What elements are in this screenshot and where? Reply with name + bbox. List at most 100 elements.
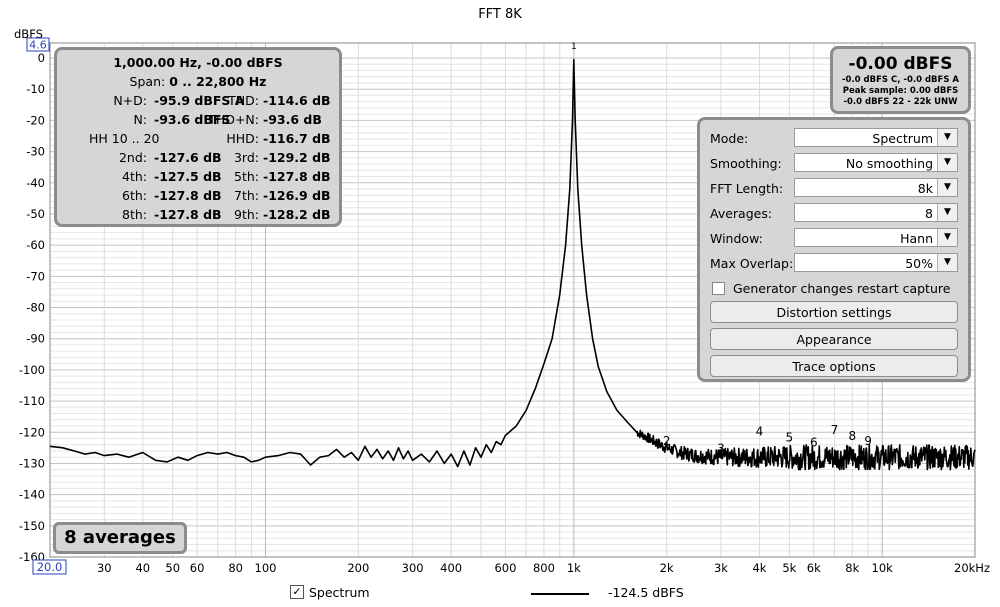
peak-sample-level: Peak sample: 0.00 dBFS (842, 86, 959, 96)
measurement-label: 7th: (234, 188, 259, 203)
chevron-down-icon[interactable]: ▼ (937, 154, 957, 171)
settings-panel: Mode: Spectrum ▼ Smoothing: No smoothing ▼ FFT… (697, 117, 971, 382)
y-tick-label: -130 (19, 456, 45, 470)
x-tick-label: 4k (752, 561, 766, 575)
span-label: Span: (129, 74, 166, 89)
setting-dropdown[interactable]: 8k ▼ (794, 178, 958, 197)
measurement-row: 2nd: -127.6 dB 3rd: -129.2 dB (57, 148, 339, 167)
y-tick-label: -100 (19, 363, 45, 377)
setting-label: Smoothing: (710, 156, 782, 171)
peak-weighted-levels: -0.0 dBFS C, -0.0 dBFS A (842, 75, 959, 85)
measurement-value: -95.9 dBFS A (154, 93, 245, 108)
measurement-row: N+D: -95.9 dBFS A THD: -114.6 dB (57, 91, 339, 110)
x-tick-label: 800 (533, 561, 555, 575)
setting-row: Smoothing: No smoothing ▼ (710, 153, 962, 174)
y-axis-ticks: 0 -10 -20 -30 -40 -50 -60 -70 -80 -90 -100 -110 -120… (19, 51, 45, 564)
fundamental-readout: 1,000.00 Hz, -0.00 dBFS (113, 55, 283, 70)
y-tick-label: -30 (26, 145, 45, 159)
setting-label: Max Overlap: (710, 256, 794, 271)
setting-row: FFT Length: 8k ▼ (710, 178, 962, 199)
x-tick-label: 5k (782, 561, 796, 575)
measurement-label: 8th: (122, 207, 147, 222)
averages-indicator: 8 averages (53, 522, 187, 554)
y-top-value: 4.6 (29, 39, 47, 52)
measurement-value: -114.6 dB (263, 93, 331, 108)
setting-dropdown[interactable]: Spectrum ▼ (794, 128, 958, 147)
setting-value: No smoothing (845, 156, 933, 171)
harmonic-marker-1: 1 (571, 42, 577, 52)
harmonic-marker-2: 2 (663, 434, 671, 448)
setting-value: 8k (917, 181, 933, 196)
harmonic-marker-7: 7 (831, 423, 839, 437)
chevron-down-icon[interactable]: ▼ (937, 179, 957, 196)
measurement-label: THD: (228, 93, 259, 108)
x-tick-label: 20kHz (954, 561, 990, 575)
x-tick-label: 6k (807, 561, 821, 575)
peak-level-panel[interactable]: -0.00 dBFS -0.0 dBFS C, -0.0 dBFS A Peak… (830, 46, 971, 114)
measurement-value: -93.6 dBFS (154, 112, 231, 127)
y-tick-label: -90 (26, 332, 45, 346)
plot-frame (49, 42, 976, 558)
chart-title: FFT 8K (478, 7, 522, 22)
measurement-label: 4th: (122, 169, 147, 184)
y-tick-label: -20 (26, 113, 45, 127)
y-tick-label: -60 (26, 238, 45, 252)
measurement-row: 6th: -127.8 dB 7th: -126.9 dB (57, 186, 339, 205)
restart-capture-checkbox[interactable] (712, 282, 725, 295)
x-tick-label: 400 (440, 561, 462, 575)
distortion-settings-button[interactable]: Distortion settings (710, 301, 958, 323)
setting-dropdown[interactable]: No smoothing ▼ (794, 153, 958, 172)
measurement-label: HHD: (226, 131, 259, 146)
measurement-label: N+D: (113, 93, 147, 108)
harmonic-marker-4: 4 (756, 424, 764, 438)
x-start-value-box[interactable]: 20.0 (32, 559, 67, 575)
x-tick-label: 3k (714, 561, 728, 575)
legend-line-swatch (531, 593, 589, 595)
setting-dropdown[interactable]: Hann ▼ (794, 228, 958, 247)
x-tick-label: 600 (494, 561, 516, 575)
setting-row: Averages: 8 ▼ (710, 203, 962, 224)
peak-level-value: -0.00 dBFS (848, 54, 953, 74)
restart-capture-option[interactable]: Generator changes restart capture (712, 280, 964, 298)
setting-row: Mode: Spectrum ▼ (710, 128, 962, 149)
appearance-button[interactable]: Appearance (710, 328, 958, 350)
x-tick-label: 80 (228, 561, 243, 575)
chevron-down-icon[interactable]: ▼ (937, 229, 957, 246)
measurement-row: 4th: -127.5 dB 5th: -127.8 dB (57, 167, 339, 186)
setting-dropdown[interactable]: 8 ▼ (794, 203, 958, 222)
trace-options-button[interactable]: Trace options (710, 355, 958, 377)
measurement-value: -116.7 dB (263, 131, 331, 146)
setting-value: 8 (925, 206, 933, 221)
chevron-down-icon[interactable]: ▼ (937, 204, 957, 221)
chevron-down-icon[interactable]: ▼ (937, 129, 957, 146)
measurement-row: HH 10 .. 20 HHD: -116.7 dB (57, 129, 339, 148)
x-tick-label: 300 (402, 561, 424, 575)
setting-value: Hann (900, 231, 933, 246)
measurements-panel[interactable]: 1,000.00 Hz, -0.00 dBFS Span: 0 .. 22,80… (54, 47, 342, 227)
x-tick-label: 200 (347, 561, 369, 575)
setting-dropdown[interactable]: 50% ▼ (794, 253, 958, 272)
y-tick-label: -150 (19, 519, 45, 533)
measurement-value: -127.6 dB (154, 150, 222, 165)
x-tick-label: 40 (135, 561, 150, 575)
span-readout: Span: 0 .. 22,800 Hz (57, 72, 339, 91)
spectrum-trace (49, 58, 976, 471)
setting-label: Averages: (710, 206, 773, 221)
y-tick-label: -40 (26, 176, 45, 190)
setting-label: Window: (710, 231, 763, 246)
y-tick-label: -110 (19, 394, 45, 408)
measurement-value: -129.2 dB (263, 150, 331, 165)
measurement-label: 6th: (122, 188, 147, 203)
x-tick-label: 8k (845, 561, 859, 575)
y-tick-label: -70 (26, 269, 45, 283)
restart-capture-label: Generator changes restart capture (733, 281, 951, 296)
y-top-value-box[interactable]: 4.6 (26, 37, 50, 52)
y-tick-label: 0 (38, 51, 45, 65)
harmonic-marker-6: 6 (810, 435, 818, 449)
spectrum-visibility-checkbox[interactable]: ✓ (290, 585, 304, 599)
measurement-value: -127.8 dB (154, 207, 222, 222)
legend-series-name: Spectrum (309, 585, 370, 600)
measurement-label: 5th: (234, 169, 259, 184)
chevron-down-icon[interactable]: ▼ (937, 254, 957, 271)
measurement-label: HH 10 .. 20 (89, 131, 160, 146)
